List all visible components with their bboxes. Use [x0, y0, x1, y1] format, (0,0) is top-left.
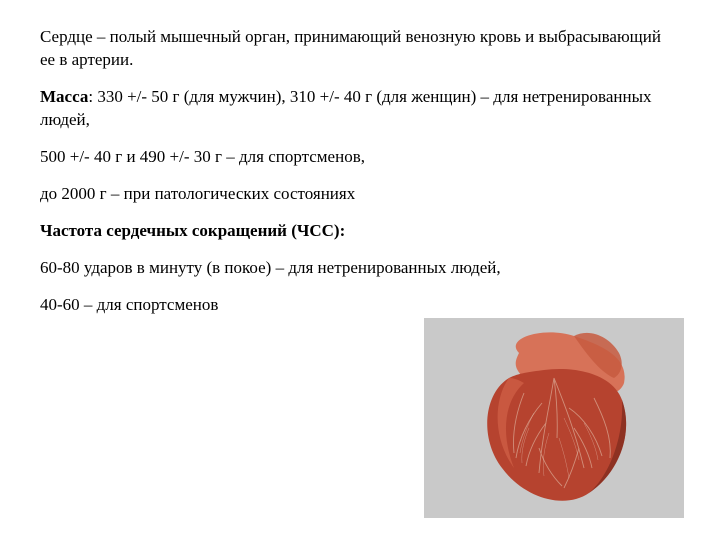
- mass-values: : 330 +/- 50 г (для мужчин), 310 +/- 40 …: [40, 87, 652, 129]
- heart-rate-heading: Частота сердечных сокращений (ЧСС):: [40, 220, 680, 243]
- heart-rate-athletes: 40-60 – для спортсменов: [40, 294, 680, 317]
- mass-label: Масса: [40, 87, 88, 106]
- heart-icon: [424, 318, 684, 518]
- intro-paragraph: Сердце – полый мышечный орган, принимающ…: [40, 26, 680, 72]
- mass-athletes: 500 +/- 40 г и 490 +/- 30 г – для спортс…: [40, 146, 680, 169]
- heart-rate-untrained: 60-80 ударов в минуту (в покое) – для не…: [40, 257, 680, 280]
- heart-anatomical-illustration: [424, 318, 684, 518]
- mass-pathology: до 2000 г – при патологических состояния…: [40, 183, 680, 206]
- mass-paragraph: Масса: 330 +/- 50 г (для мужчин), 310 +/…: [40, 86, 680, 132]
